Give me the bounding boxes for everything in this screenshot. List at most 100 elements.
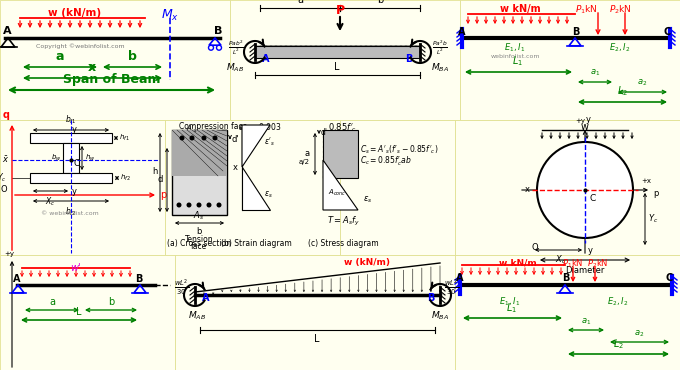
Text: $C_s=A'_s(f'_s-0.85f'_c)$: $C_s=A'_s(f'_s-0.85f'_c)$ [360,143,439,155]
Polygon shape [242,167,270,210]
Text: x: x [233,162,238,172]
Text: B: B [214,26,222,36]
Text: L: L [335,62,340,72]
Text: $\frac{Pab^2}{L^2}$: $\frac{Pab^2}{L^2}$ [228,39,244,57]
Circle shape [197,202,201,208]
Text: +y: +y [575,118,585,124]
Text: O: O [1,185,7,194]
Text: $h_{f2}$: $h_{f2}$ [120,173,131,183]
Text: a: a [305,149,310,158]
Text: $\bar{x}$: $\bar{x}$ [2,155,9,165]
Text: b: b [197,227,202,236]
Polygon shape [323,160,358,210]
Text: $L_2$: $L_2$ [617,84,628,98]
Text: d': d' [321,128,328,137]
Text: $E_1, I_1$: $E_1, I_1$ [505,41,526,54]
Text: $M_x$: $M_x$ [161,8,179,23]
Text: $M_{BA}$: $M_{BA}$ [431,62,449,74]
Text: C: C [589,194,595,203]
Text: a: a [49,297,55,307]
Text: O: O [532,243,539,252]
Circle shape [186,202,192,208]
Text: B: B [135,274,142,284]
Text: a/2: a/2 [299,159,310,165]
Text: y: y [72,125,77,135]
Text: P: P [335,4,345,17]
Text: h: h [152,168,158,176]
Text: Copyright ©webinfolist.com: Copyright ©webinfolist.com [35,43,124,48]
Text: $M_{BA}$: $M_{BA}$ [431,310,449,323]
Text: p: p [653,189,658,198]
Bar [323,130,358,178]
Circle shape [537,142,633,238]
Bar [165,120,340,255]
Text: x: x [88,61,96,74]
Text: webinfolist.com: webinfolist.com [490,54,540,59]
Text: $P_2$kN: $P_2$kN [588,258,609,270]
Text: (c) Stress diagram: (c) Stress diagram [307,239,378,248]
Circle shape [180,135,184,141]
Text: w': w' [69,263,80,273]
Text: face: face [191,242,207,251]
Text: A: A [3,26,12,36]
Text: +x: +x [641,178,651,184]
Text: $h_{f1}$: $h_{f1}$ [119,133,130,143]
Text: $\frac{wL^2}{30}$: $\frac{wL^2}{30}$ [174,277,190,297]
Bar [30,133,112,143]
Text: A: A [456,273,464,283]
Text: C: C [73,159,79,168]
Bar [460,0,680,120]
Text: w kN/m: w kN/m [499,258,537,267]
Text: $X_c$: $X_c$ [556,254,566,266]
Text: B: B [427,293,435,303]
Bar [30,173,112,183]
Text: w (kN/m): w (kN/m) [344,258,390,267]
Text: $P_1$kN: $P_1$kN [562,258,583,270]
Text: y: y [72,186,77,195]
Text: $a_1$: $a_1$ [590,67,600,78]
Text: $P_1$kN: $P_1$kN [575,4,598,17]
Text: $a_2$: $a_2$ [637,77,647,88]
Text: w kN/m: w kN/m [500,4,541,14]
Polygon shape [242,125,270,167]
Text: w (kN/m): w (kN/m) [48,8,101,18]
Bar [340,120,455,255]
Circle shape [201,135,207,141]
Text: $\epsilon_s$: $\epsilon_s$ [264,189,273,200]
Text: w: w [581,122,589,132]
Circle shape [207,202,211,208]
Text: A: A [202,293,209,303]
Text: b: b [108,297,114,307]
Text: B: B [572,27,579,37]
Text: $E_2, I_2$: $E_2, I_2$ [607,295,628,307]
Text: $h_w$: $h_w$ [85,153,95,163]
Circle shape [190,135,194,141]
Bar [172,130,227,176]
Text: Span of Beam: Span of Beam [63,73,160,86]
Text: $A_{conc}$: $A_{conc}$ [328,188,346,198]
Text: $E_1, I_1$: $E_1, I_1$ [499,295,521,307]
Text: $L_2$: $L_2$ [613,337,624,351]
Text: b: b [128,50,137,63]
Text: $0.85f'_c$: $0.85f'_c$ [328,122,358,135]
Bar [255,46,420,58]
Text: $a_1$: $a_1$ [581,316,591,327]
Text: C: C [666,273,673,283]
Text: $A'_s$: $A'_s$ [186,124,198,135]
Text: $b_w$: $b_w$ [50,153,61,163]
Text: $\frac{Pa^2b}{L^2}$: $\frac{Pa^2b}{L^2}$ [432,39,448,57]
Text: © webinfolist.com: © webinfolist.com [41,211,99,216]
Text: C: C [664,27,671,37]
Text: $Y_c$: $Y_c$ [648,213,658,225]
Text: $L_1$: $L_1$ [513,54,524,68]
Text: $\frac{wL^2}{30}$: $\frac{wL^2}{30}$ [445,277,460,297]
Text: $A_s$: $A_s$ [193,210,205,222]
Circle shape [177,202,182,208]
Circle shape [216,202,222,208]
Text: L: L [76,307,82,317]
Text: B: B [562,273,569,283]
Text: $L_1$: $L_1$ [507,301,517,315]
Text: B: B [405,54,412,64]
Bar [172,130,227,215]
Text: $\epsilon_{cu}=0.003$: $\epsilon_{cu}=0.003$ [239,122,282,135]
